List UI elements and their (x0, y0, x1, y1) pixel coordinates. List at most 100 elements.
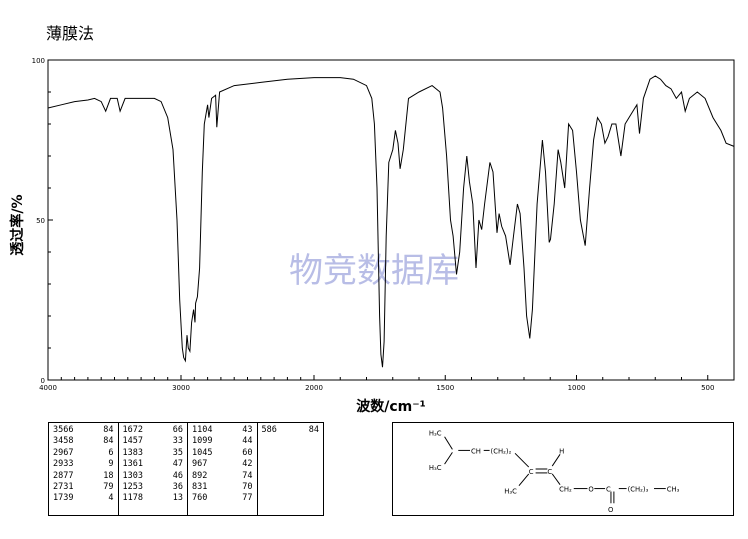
label-c-carbonyl: C (606, 486, 611, 494)
peak-table-row: 967 42 (192, 459, 253, 470)
peak-table-row: 1457 33 (123, 436, 184, 447)
peak-transmittance: 33 (172, 436, 183, 447)
peak-table-column: 3566 84 3458 84 2967 6 2933 9 2877 18 2731 79 1739 4 (49, 423, 119, 515)
peak-wavenumber: 3566 (53, 425, 74, 435)
peak-table-column: 1672 66 1457 33 1383 35 1361 47 1303 46 1253 36 1178… (119, 423, 188, 515)
watermark: 物竞数据库 (289, 251, 459, 291)
peak-transmittance: 9 (108, 459, 114, 470)
peak-table-row: 1253 36 (123, 482, 184, 493)
peak-transmittance: 46 (172, 470, 183, 481)
label-h3c-bottom: H₃C (429, 464, 442, 472)
label-c-right: C (547, 468, 552, 476)
peak-wavenumber: 1045 (192, 447, 213, 458)
peak-table-row: 1303 46 (123, 471, 184, 482)
peak-table-row: 1361 47 (123, 459, 184, 470)
x-tick-label-500: 500 (701, 384, 714, 392)
peak-table-row: 2731 79 (53, 482, 114, 493)
label-h3c-methyl: H₃C (504, 487, 517, 495)
peak-wavenumber: 1383 (122, 447, 143, 458)
peak-table-row: 1383 35 (123, 448, 184, 459)
x-axis-label: 波数/cm⁻¹ (356, 398, 426, 415)
label-o-ester: O (588, 486, 593, 494)
peak-transmittance: 74 (242, 470, 253, 481)
peak-transmittance: 47 (172, 459, 183, 470)
peak-transmittance: 60 (242, 447, 253, 458)
x-tick-label-2000: 2000 (305, 384, 323, 392)
peak-wavenumber: 1457 (122, 436, 143, 447)
label-ch2-chain: (CH₂)₂ (491, 447, 512, 455)
peak-wavenumber: 2967 (53, 447, 74, 458)
peak-table-row: 1178 13 (123, 493, 184, 504)
peak-transmittance: 6 (108, 447, 114, 458)
peak-table-row: 3458 84 (53, 436, 114, 447)
peak-transmittance: 18 (103, 470, 114, 481)
peak-wavenumber: 1104 (192, 425, 213, 435)
ir-spectrum-chart: 物竞数据库 4000 3000 2000 1500 1000 500 0 50 100 波数/c… (9, 57, 735, 415)
peak-transmittance: 44 (242, 436, 253, 447)
peak-wavenumber: 1303 (122, 470, 143, 481)
peak-table-row: 1672 66 (123, 425, 184, 436)
peak-table-row: 2933 9 (53, 459, 114, 470)
peak-table-row: 1099 44 (192, 436, 253, 447)
peak-wavenumber: 2877 (53, 470, 74, 481)
peak-wavenumber: 2933 (53, 459, 74, 470)
peak-wavenumber: 760 (192, 493, 208, 504)
peak-transmittance: 66 (172, 425, 183, 435)
peak-transmittance: 84 (103, 436, 114, 447)
page-title: 薄膜法 (46, 24, 95, 43)
peak-table-row: 831 70 (192, 482, 253, 493)
peak-wavenumber: 1361 (122, 459, 143, 470)
y-tick-label-100: 100 (32, 57, 45, 65)
peak-table-row: 2967 6 (53, 448, 114, 459)
peak-wavenumber: 1099 (192, 436, 213, 447)
peak-table-row: 892 74 (192, 471, 253, 482)
peak-transmittance: 84 (103, 425, 114, 435)
peak-table-column: 586 84 (258, 423, 324, 515)
peak-transmittance: 70 (242, 482, 253, 493)
peak-table-row: 3566 84 (53, 425, 114, 436)
y-axis-label: 透过率/% (9, 194, 26, 255)
peak-table-row: 1739 4 (53, 493, 114, 504)
peak-table-row: 586 84 (262, 425, 320, 436)
peak-wavenumber: 3458 (53, 436, 74, 447)
peak-transmittance: 84 (308, 425, 320, 435)
peak-table-row: 1104 43 (192, 425, 253, 436)
y-tick-label-0: 0 (41, 377, 45, 385)
x-tick-label-3000: 3000 (172, 384, 190, 392)
peak-table-row: 1045 60 (192, 448, 253, 459)
x-tick-label-4000: 4000 (39, 384, 57, 392)
peak-wavenumber: 1253 (122, 482, 143, 493)
peak-wavenumber: 831 (192, 482, 208, 493)
label-ch2-ester: CH₂ (559, 486, 572, 494)
x-tick-label-1500: 1500 (436, 384, 454, 392)
peak-table-row: 760 77 (192, 493, 253, 504)
peak-table-column: 1104 43 1099 44 1045 60 967 42 892 74 831 70 760 77 (188, 423, 258, 515)
peak-wavenumber: 586 (261, 425, 277, 435)
peak-transmittance: 4 (108, 493, 114, 504)
peak-transmittance: 36 (172, 482, 183, 493)
peak-wavenumber: 1739 (53, 493, 74, 504)
axis-ticks: 4000 3000 2000 1500 1000 500 0 50 100 (32, 57, 735, 392)
label-ch3-end: CH₃ (667, 486, 680, 494)
peak-transmittance: 43 (242, 425, 253, 435)
label-o-carbonyl: O (608, 506, 613, 514)
peak-transmittance: 35 (172, 447, 183, 458)
peak-wavenumber: 2731 (53, 482, 74, 493)
label-h3c-top: H₃C (429, 430, 442, 438)
plot-frame (47, 59, 735, 381)
peak-wavenumber: 1178 (122, 493, 143, 504)
label-h-vinyl: H (559, 447, 564, 455)
x-tick-label-1000: 1000 (568, 384, 586, 392)
peak-table: 3566 84 3458 84 2967 6 2933 9 2877 18 2731 79 1739 4 1… (48, 422, 324, 516)
peak-wavenumber: 967 (192, 459, 208, 470)
peak-table-row: 2877 18 (53, 471, 114, 482)
peak-transmittance: 13 (172, 493, 183, 504)
molecular-structure: H₃C H₃C CH (CH₂)₂ C C H H₃C CH₂ O C O (C… (392, 422, 734, 516)
peak-wavenumber: 1672 (122, 425, 143, 435)
label-ch-branch: CH (471, 447, 481, 455)
y-tick-label-50: 50 (36, 217, 45, 225)
peak-transmittance: 42 (242, 459, 253, 470)
peak-transmittance: 77 (242, 493, 253, 504)
peak-wavenumber: 892 (192, 470, 208, 481)
label-c-left: C (529, 468, 534, 476)
